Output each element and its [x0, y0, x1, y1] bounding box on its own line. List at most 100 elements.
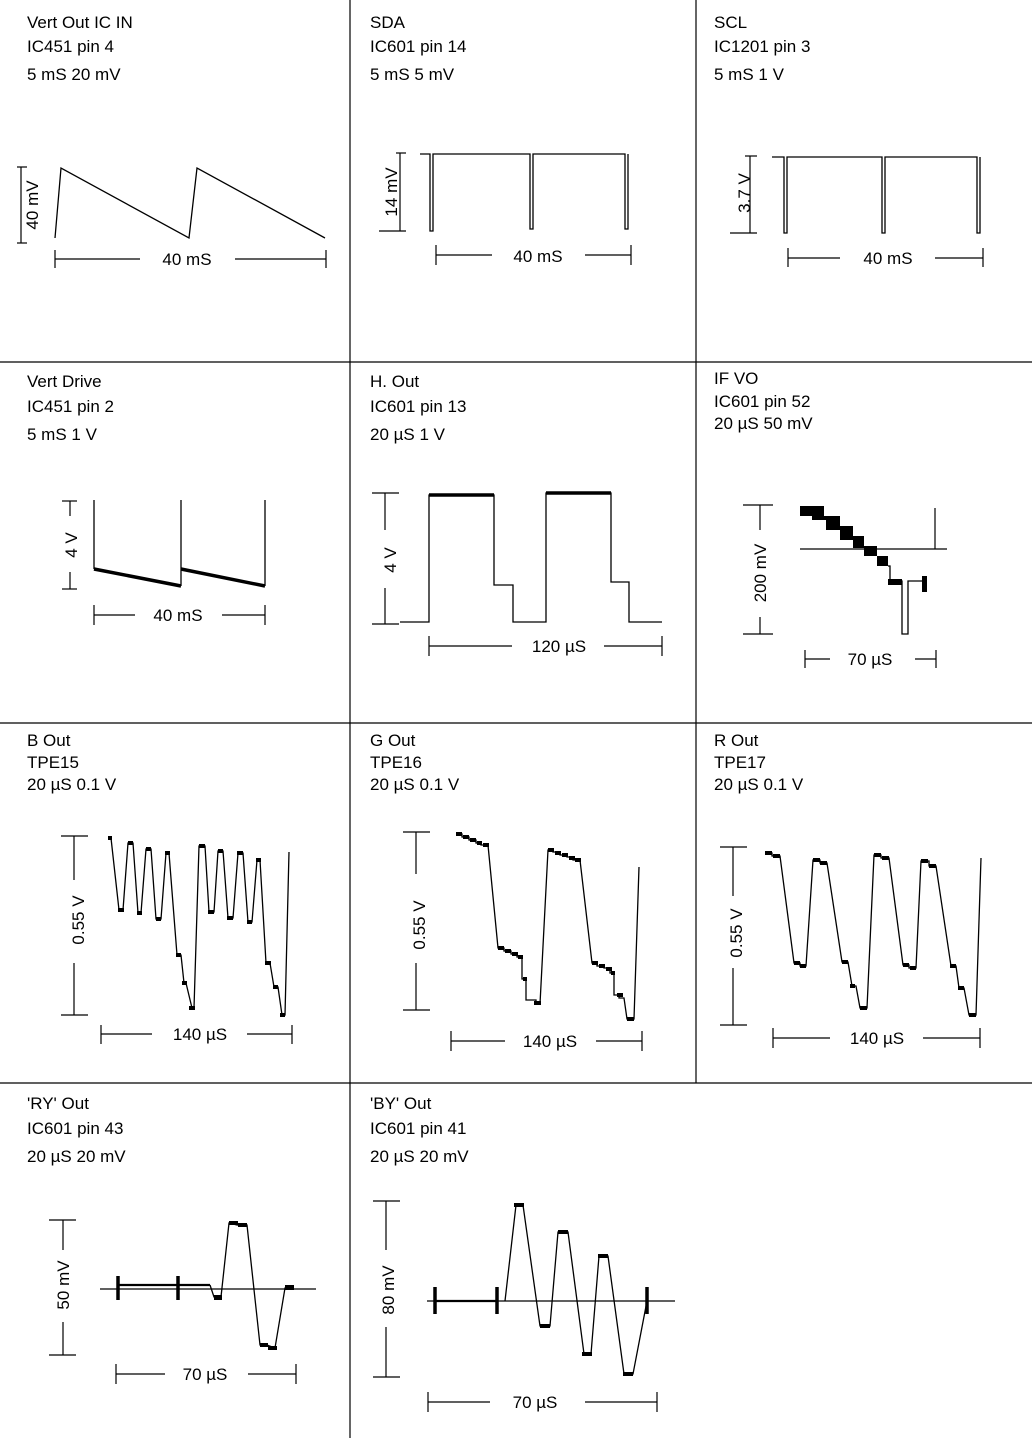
period-marker [427, 1392, 658, 1412]
period-label: 40 mS [513, 247, 562, 266]
cell-scale: 20 µS 50 mV [714, 414, 813, 433]
cell-source: TPE16 [370, 753, 422, 772]
amplitude-marker [49, 1219, 76, 1356]
period-label: 140 µS [523, 1032, 577, 1051]
period-label: 70 µS [183, 1365, 228, 1384]
cell-title: Vert Out IC IN [27, 13, 133, 32]
period-marker [772, 1028, 981, 1048]
period-marker [428, 636, 663, 656]
waveform-trace [108, 837, 290, 1016]
cell-vert-drive: Vert Drive IC451 pin 2 5 mS 1 V 4 V 40 m… [27, 372, 266, 625]
amplitude-marker [720, 846, 747, 1026]
waveform-trace [400, 492, 662, 623]
cell-source: IC1201 pin 3 [714, 37, 810, 56]
cell-scale: 20 µS 0.1 V [714, 775, 804, 794]
cell-source: IC451 pin 2 [27, 397, 114, 416]
period-marker [54, 250, 327, 268]
cell-title: SDA [370, 13, 406, 32]
period-label: 40 mS [162, 250, 211, 269]
period-label: 140 µS [850, 1029, 904, 1048]
cell-scale: 20 µS 1 V [370, 425, 446, 444]
amplitude-marker [17, 166, 27, 244]
period-label: 70 µS [848, 650, 893, 669]
amplitude-marker [730, 155, 757, 234]
waveform-trace [93, 500, 266, 588]
waveform-trace [420, 153, 629, 232]
cell-g-out: G Out TPE16 20 µS 0.1 V 0.55 V [370, 731, 643, 1051]
cell-source: IC601 pin 43 [27, 1119, 123, 1138]
waveform-top-thick [429, 491, 611, 497]
cell-scale: 5 mS 1 V [27, 425, 98, 444]
cell-title: 'BY' Out [370, 1094, 432, 1113]
amplitude-label: 0.55 V [69, 895, 88, 945]
waveform-trace [765, 852, 982, 1016]
cell-r-out: R Out TPE17 20 µS 0.1 V 0.55 V [714, 731, 982, 1048]
waveform-trace [772, 156, 981, 234]
cell-ry-out: 'RY' Out IC601 pin 43 20 µS 20 mV 50 mV [27, 1094, 316, 1384]
cell-scale: 20 µS 20 mV [370, 1147, 469, 1166]
waveform-trace [427, 1204, 675, 1375]
cell-title: H. Out [370, 372, 419, 391]
cell-source: IC601 pin 13 [370, 397, 466, 416]
amplitude-label: 50 mV [54, 1260, 73, 1310]
cell-vert-out: Vert Out IC IN IC451 pin 4 5 mS 20 mV 40… [17, 13, 327, 269]
cell-scl: SCL IC1201 pin 3 5 mS 1 V 3.7 V 40 mS [714, 13, 984, 268]
period-marker [450, 1031, 643, 1051]
waveform-steps [108, 836, 285, 1017]
cell-if-vo: IF VO IC601 pin 52 20 µS 50 mV 200 mV 70… [714, 369, 947, 669]
cell-sda: SDA IC601 pin 14 5 mS 5 mV 14 mV 40 mS [370, 13, 632, 266]
cell-title: Vert Drive [27, 372, 102, 391]
cell-source: TPE17 [714, 753, 766, 772]
cell-title: R Out [714, 731, 759, 750]
amplitude-marker [372, 492, 399, 625]
amplitude-label: 40 mV [23, 180, 42, 230]
waveform-steps [214, 1221, 294, 1350]
amplitude-marker [62, 500, 77, 590]
cell-h-out: H. Out IC601 pin 13 20 µS 1 V 4 V 120 µS [370, 372, 663, 656]
waveform-trace [456, 833, 640, 1020]
amplitude-marker [379, 152, 406, 232]
period-marker [93, 605, 266, 625]
amplitude-marker [373, 1200, 400, 1378]
cell-source: IC601 pin 41 [370, 1119, 466, 1138]
amplitude-label: 200 mV [751, 543, 770, 602]
period-label: 70 µS [513, 1393, 558, 1412]
amplitude-label: 14 mV [382, 167, 401, 217]
amplitude-marker [743, 504, 773, 635]
cell-title: SCL [714, 13, 747, 32]
waveform-steps [514, 1203, 633, 1376]
period-label: 40 mS [863, 249, 912, 268]
period-label: 40 mS [153, 606, 202, 625]
period-marker [115, 1364, 297, 1384]
cell-source: TPE15 [27, 753, 79, 772]
cell-source: IC601 pin 14 [370, 37, 466, 56]
period-label: 140 µS [173, 1025, 227, 1044]
period-marker [787, 248, 984, 267]
cell-scale: 5 mS 1 V [714, 65, 785, 84]
amplitude-marker [403, 831, 430, 1011]
waveform-trace [100, 1222, 316, 1349]
cell-title: B Out [27, 731, 71, 750]
waveform-steps [765, 851, 976, 1017]
cell-scale: 20 µS 20 mV [27, 1147, 126, 1166]
cell-title: 'RY' Out [27, 1094, 89, 1113]
amplitude-label: 4 V [62, 532, 81, 558]
period-marker [100, 1025, 293, 1044]
period-marker [804, 650, 937, 668]
amplitude-label: 4 V [381, 547, 400, 573]
waveform-trace [800, 506, 947, 635]
amplitude-marker [61, 835, 88, 1016]
cell-source: IC601 pin 52 [714, 392, 810, 411]
cell-scale: 5 mS 5 mV [370, 65, 455, 84]
cell-scale: 20 µS 0.1 V [370, 775, 460, 794]
amplitude-label: 80 mV [379, 1265, 398, 1315]
amplitude-label: 0.55 V [410, 900, 429, 950]
cell-scale: 20 µS 0.1 V [27, 775, 117, 794]
period-marker [435, 245, 632, 265]
cell-title: G Out [370, 731, 416, 750]
period-label: 120 µS [532, 637, 586, 656]
waveform-trace [54, 166, 326, 240]
cell-by-out: 'BY' Out IC601 pin 41 20 µS 20 mV 80 mV [370, 1094, 675, 1412]
